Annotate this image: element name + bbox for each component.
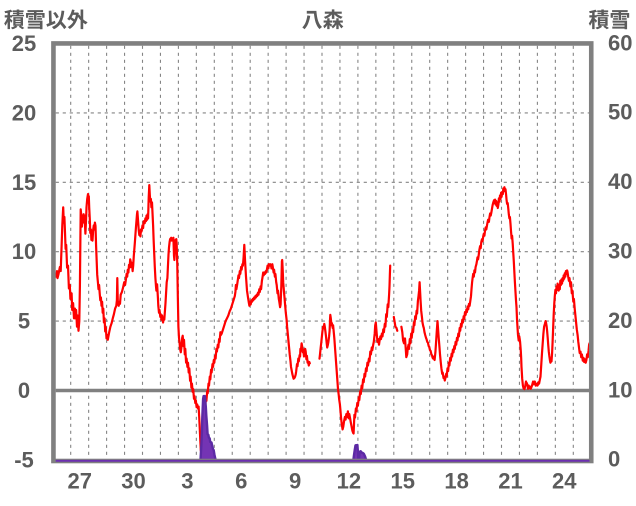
svg-text:12: 12: [337, 469, 361, 494]
svg-text:6: 6: [235, 469, 247, 494]
svg-text:50: 50: [608, 100, 632, 125]
svg-text:0: 0: [18, 378, 30, 403]
svg-text:25: 25: [12, 31, 36, 56]
svg-text:-5: -5: [14, 447, 34, 472]
svg-text:10: 10: [608, 377, 632, 402]
svg-text:30: 30: [608, 239, 632, 264]
svg-text:3: 3: [181, 469, 193, 494]
svg-text:40: 40: [608, 169, 632, 194]
svg-text:9: 9: [289, 469, 301, 494]
svg-text:27: 27: [67, 469, 91, 494]
svg-text:30: 30: [121, 469, 145, 494]
svg-text:10: 10: [12, 239, 36, 264]
svg-text:24: 24: [552, 469, 577, 494]
svg-text:18: 18: [444, 469, 468, 494]
svg-text:15: 15: [391, 469, 415, 494]
svg-text:20: 20: [608, 308, 632, 333]
svg-text:15: 15: [12, 170, 36, 195]
svg-text:5: 5: [18, 309, 30, 334]
svg-text:60: 60: [608, 30, 632, 55]
svg-text:0: 0: [608, 447, 620, 472]
svg-text:20: 20: [12, 100, 36, 125]
svg-text:21: 21: [498, 469, 522, 494]
